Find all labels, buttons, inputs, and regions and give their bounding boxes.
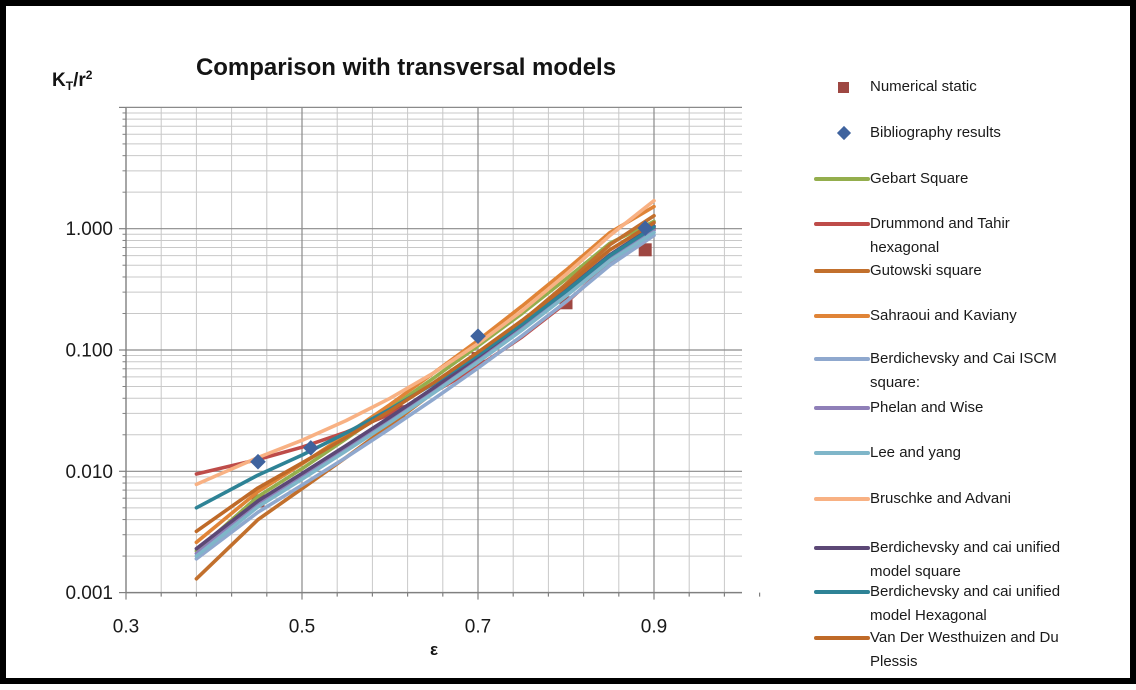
legend-line-swatch [814,222,870,226]
x-tick-label: 0.5 [289,617,315,638]
marker-square [638,243,652,257]
x-tick-label: 0.3 [113,617,139,638]
legend-line-swatch [814,546,870,550]
y-tick-label: 0.010 [65,462,113,483]
y-tick-label: 1.000 [65,219,113,240]
legend-line-swatch [814,590,870,594]
legend-line-swatch [814,357,870,361]
y-axis-title: KT/r2 [52,68,92,93]
legend-label: Gutowski square [870,262,982,279]
axes [119,106,761,600]
legend-label: Drummond and Tahir hexagonal [870,215,1010,256]
series-berdichevsky-and-cai-iscm-square- [194,233,656,561]
legend-label: Lee and yang [870,444,961,461]
legend: Numerical static Bibliography results Geba… [812,6,1134,690]
y-axis-title-rest: /r [73,70,86,91]
series-bruschke-and-advani [194,198,656,487]
legend-label: Berdichevsky and cai unified model Hexago… [870,583,1061,624]
y-axis-title-subscript: T [65,79,74,93]
legend-label: Bruschke and Advani [870,490,1011,507]
legend-label: Van Der Westhuizen and Du Plessis [870,629,1059,670]
series-van-der-westhuizen-and-du-plessis [194,220,656,534]
gridlines [126,106,742,594]
legend-label: Berdichevsky and Cai ISCM square: [870,350,1057,391]
y-axis-title-superscript: 2 [85,68,93,82]
y-axis-title-base: K [52,70,66,91]
marker-diamond [637,220,653,236]
legend-line-swatch [814,177,870,181]
legend-diamond-marker-icon [836,125,852,141]
legend-label: Sahraoui and Kaviany [870,307,1017,324]
legend-label: Berdichevsky and cai unified model square [870,539,1061,580]
legend-label: Phelan and Wise [870,399,984,416]
x-tick-label: 0.9 [641,617,667,638]
legend-line-swatch [814,451,870,455]
legend-square-marker-icon [838,82,849,93]
legend-line-swatch [814,314,870,318]
legend-label: Numerical static [870,78,977,95]
legend-label: Bibliography results [870,124,1001,141]
series-lee-and-yang [194,230,656,558]
legend-line-swatch [814,497,870,501]
legend-line-swatch [814,636,870,640]
y-tick-label: 0.001 [65,583,113,604]
x-tick-label: 0.7 [465,617,491,638]
legend-line-swatch [814,269,870,273]
y-tick-label: 0.100 [65,341,113,362]
series-gebart-square [194,219,656,553]
chart-title: Comparison with transversal models [195,54,617,81]
series [194,198,656,581]
x-axis-title: ε [429,640,439,659]
legend-label: Gebart Square [870,170,969,187]
legend-line-swatch [814,406,870,410]
